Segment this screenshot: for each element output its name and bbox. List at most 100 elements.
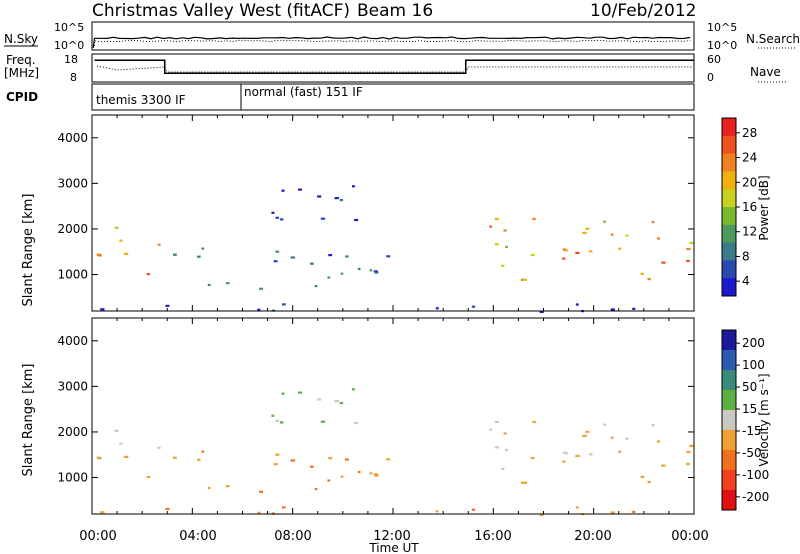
- colorbar-swatch: [722, 260, 736, 279]
- velocity-cell: [290, 459, 296, 462]
- power-cell: [259, 287, 263, 290]
- velocity-cell: [352, 388, 355, 391]
- power-cell: [657, 237, 660, 240]
- power-cell: [588, 250, 593, 253]
- velocity-cell: [279, 421, 284, 424]
- xtick-3: 12:00: [373, 529, 410, 544]
- power-cell: [314, 285, 318, 288]
- power-cell: [618, 247, 622, 250]
- power-cell: [146, 273, 150, 276]
- velocity-cell: [165, 507, 170, 510]
- ytick-label: 2000: [57, 222, 88, 236]
- colorbar-tick-label: 100: [742, 358, 765, 372]
- power-cell: [530, 253, 535, 257]
- power-cell: [340, 272, 344, 275]
- velocity-cell: [603, 423, 606, 426]
- velocity-cell: [575, 506, 579, 509]
- velocity-cell: [271, 414, 275, 417]
- power-cell: [610, 233, 614, 236]
- power-data: [96, 185, 694, 313]
- velocity-cell: [661, 464, 666, 467]
- power-cell: [352, 185, 355, 188]
- nave-tick-top: 60: [707, 53, 721, 66]
- power-cell: [505, 245, 508, 248]
- velocity-cell: [281, 392, 285, 395]
- freq-frame: [91, 53, 695, 83]
- colorbar-swatch: [722, 390, 736, 411]
- cpid-mode-1: themis 3300 IF: [96, 93, 186, 107]
- power-cell: [562, 248, 566, 251]
- xtick-2: 08:00: [274, 529, 311, 544]
- date-title: 10/Feb/2012: [590, 1, 696, 21]
- velocity-cell: [357, 470, 361, 474]
- nsearch-tick-top: 10^5: [707, 21, 737, 34]
- velocity-cell: [146, 476, 150, 479]
- cpid-frame: [91, 83, 695, 111]
- velocity-cell: [689, 444, 694, 447]
- velocity-cell: [257, 511, 261, 514]
- power-cell: [310, 262, 314, 265]
- velocity-cell: [585, 430, 590, 433]
- velocity-cell: [539, 513, 544, 516]
- colorbar-swatch: [722, 370, 736, 391]
- power-cell: [575, 303, 579, 306]
- velocity-colorbar-ticks: 200 100 50 15 -15 -50 -100 -200: [736, 336, 769, 504]
- velocity-cell: [298, 391, 302, 394]
- velocity-cell: [686, 462, 690, 466]
- power-cell: [282, 303, 286, 306]
- velocity-cell: [582, 434, 587, 437]
- colorbar-tick-label: -50: [742, 446, 762, 460]
- nsky-tick-top: 10^5: [54, 21, 84, 34]
- power-cell: [257, 308, 261, 311]
- station-title: Christmas Valley West (fitACF): [92, 1, 350, 21]
- velocity-cell: [327, 479, 331, 482]
- velocity-cell: [259, 490, 263, 493]
- velocity-cell: [564, 452, 569, 455]
- power-colorbar-swatches: [722, 118, 736, 297]
- colorbar-swatch: [722, 189, 736, 208]
- power-cell: [96, 253, 101, 256]
- colorbar-tick-label: 4: [742, 274, 750, 288]
- colorbar-swatch: [722, 171, 736, 190]
- power-cell: [281, 189, 285, 192]
- ytick-label: 3000: [57, 379, 88, 393]
- xtick-0: 00:00: [79, 529, 116, 544]
- xtick-5: 20:00: [574, 529, 611, 544]
- power-cell: [582, 231, 587, 234]
- velocity-cell: [282, 506, 286, 509]
- velocity-cell: [522, 481, 528, 484]
- velocity-cell: [173, 456, 177, 459]
- power-cell: [320, 217, 326, 220]
- velocity-cell: [207, 486, 211, 490]
- power-cell: [173, 253, 177, 256]
- power-cell: [494, 217, 499, 221]
- power-cell: [100, 308, 105, 311]
- velocity-cell: [314, 488, 318, 491]
- power-cell: [327, 276, 331, 279]
- velocity-cell: [501, 467, 505, 470]
- velocity-cell: [435, 510, 439, 513]
- velocity-cell: [374, 474, 379, 477]
- nsky-panel: N.Sky 10^5 10^0 10^5 10^0 N.Search: [4, 21, 800, 52]
- power-cell: [435, 307, 439, 310]
- velocity-colorbar-label: Velocity [m s⁻¹]: [757, 373, 771, 466]
- colorbar-tick-label: 15: [742, 402, 757, 416]
- power-cell: [564, 249, 569, 252]
- power-cell: [201, 247, 205, 250]
- velocity-cell: [226, 485, 230, 488]
- velocity-cell: [610, 511, 615, 514]
- freq-tick-bottom: 8: [70, 71, 77, 84]
- colorbar-tick-label: -100: [742, 468, 769, 482]
- power-cell: [357, 267, 361, 271]
- ytick-label: 4000: [57, 334, 88, 348]
- velocity-cell: [157, 446, 161, 449]
- velocity-cell: [123, 455, 129, 458]
- power-cell: [271, 211, 275, 214]
- velocity-cell: [505, 448, 508, 451]
- velocity-cell: [100, 511, 105, 514]
- velocity-cell: [340, 475, 344, 478]
- colorbar-swatch: [722, 490, 736, 511]
- cpid-mode-2: normal (fast) 151 IF: [244, 85, 363, 99]
- nsky-label: N.Sky: [4, 32, 38, 46]
- velocity-cell: [530, 456, 535, 460]
